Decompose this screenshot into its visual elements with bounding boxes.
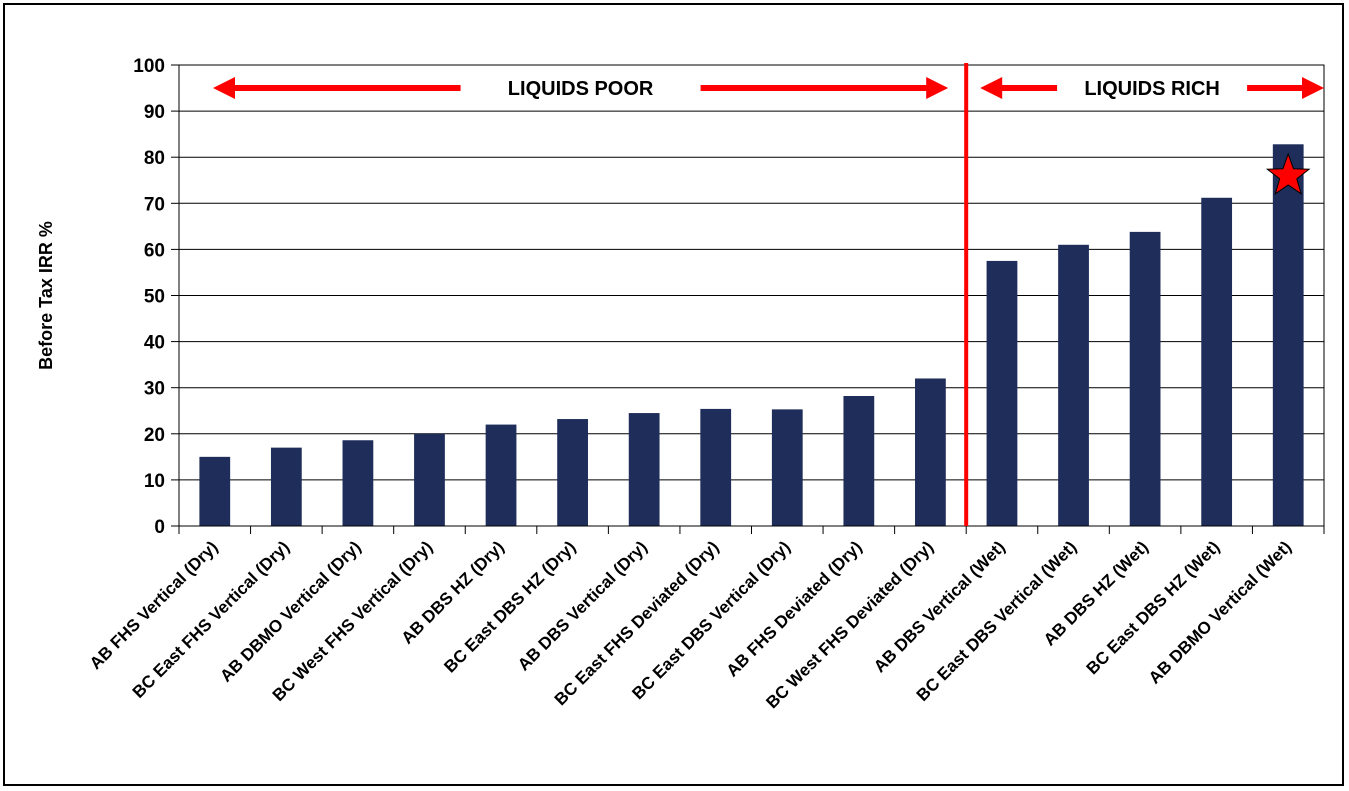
x-tick-label: AB DBS Vertical (Wet)	[870, 537, 1009, 676]
bar	[557, 419, 588, 526]
y-tick-label: 10	[144, 471, 165, 492]
x-tick-label: AB FHS Vertical (Dry)	[86, 537, 222, 673]
liquids-poor-arrow-left-head	[213, 77, 235, 99]
bar	[270, 447, 302, 526]
bar	[414, 433, 445, 526]
chart-frame	[3, 3, 1344, 786]
liquids-rich-arrow-right-head	[1302, 77, 1324, 99]
x-tick-labels: AB FHS Vertical (Dry)BC East FHS Vertica…	[86, 537, 1295, 712]
bar	[843, 395, 875, 526]
axes	[171, 64, 1325, 534]
y-tick-label: 30	[144, 379, 165, 400]
bar	[1058, 244, 1089, 527]
bar	[700, 408, 732, 526]
y-tick-labels: 0 10 20 30 40 50 60 70 80 90 100	[133, 56, 165, 538]
annotations: LIQUIDS POOR LIQUIDS RICH	[213, 63, 1324, 526]
y-tick-label: 60	[144, 240, 165, 261]
bar	[485, 424, 517, 526]
x-tick-label: BC East DBS HZ (Wet)	[1083, 537, 1224, 678]
x-tick-label: AB FHS Deviated (Dry)	[723, 537, 866, 680]
y-axis-label: Before Tax IRR %	[36, 221, 56, 370]
bar	[199, 456, 231, 526]
x-tick-label: BC East DBS HZ (Dry)	[440, 537, 579, 676]
x-tick-label: AB DBMO Vertical (Dry)	[216, 537, 364, 685]
y-tick-label: 20	[144, 425, 165, 446]
y-tick-label: 40	[144, 333, 165, 354]
bar	[915, 378, 946, 526]
liquids-rich-label: LIQUIDS RICH	[1084, 78, 1220, 100]
bar	[628, 413, 660, 526]
liquids-rich-arrow-left-head	[980, 77, 1003, 99]
x-tick-label: AB DBMO Vertical (Wet)	[1145, 537, 1295, 687]
y-tick-label: 90	[144, 102, 165, 123]
bar	[1201, 197, 1233, 526]
y-tick-label: 0	[154, 517, 165, 538]
bar	[1272, 144, 1304, 527]
bar	[342, 440, 374, 526]
y-tick-label: 70	[144, 194, 165, 215]
liquids-poor-arrow-right-head	[926, 77, 949, 99]
x-tick-label: AB DBS Vertical (Dry)	[514, 537, 651, 674]
bar	[1129, 231, 1161, 526]
liquids-poor-label: LIQUIDS POOR	[508, 78, 654, 100]
y-tick-label: 50	[144, 287, 165, 308]
bar	[771, 409, 803, 526]
star-icon	[1265, 152, 1311, 196]
y-tick-label: 100	[133, 56, 165, 77]
y-tick-label: 80	[144, 148, 165, 169]
bars	[199, 144, 1304, 527]
bar	[986, 260, 1018, 526]
